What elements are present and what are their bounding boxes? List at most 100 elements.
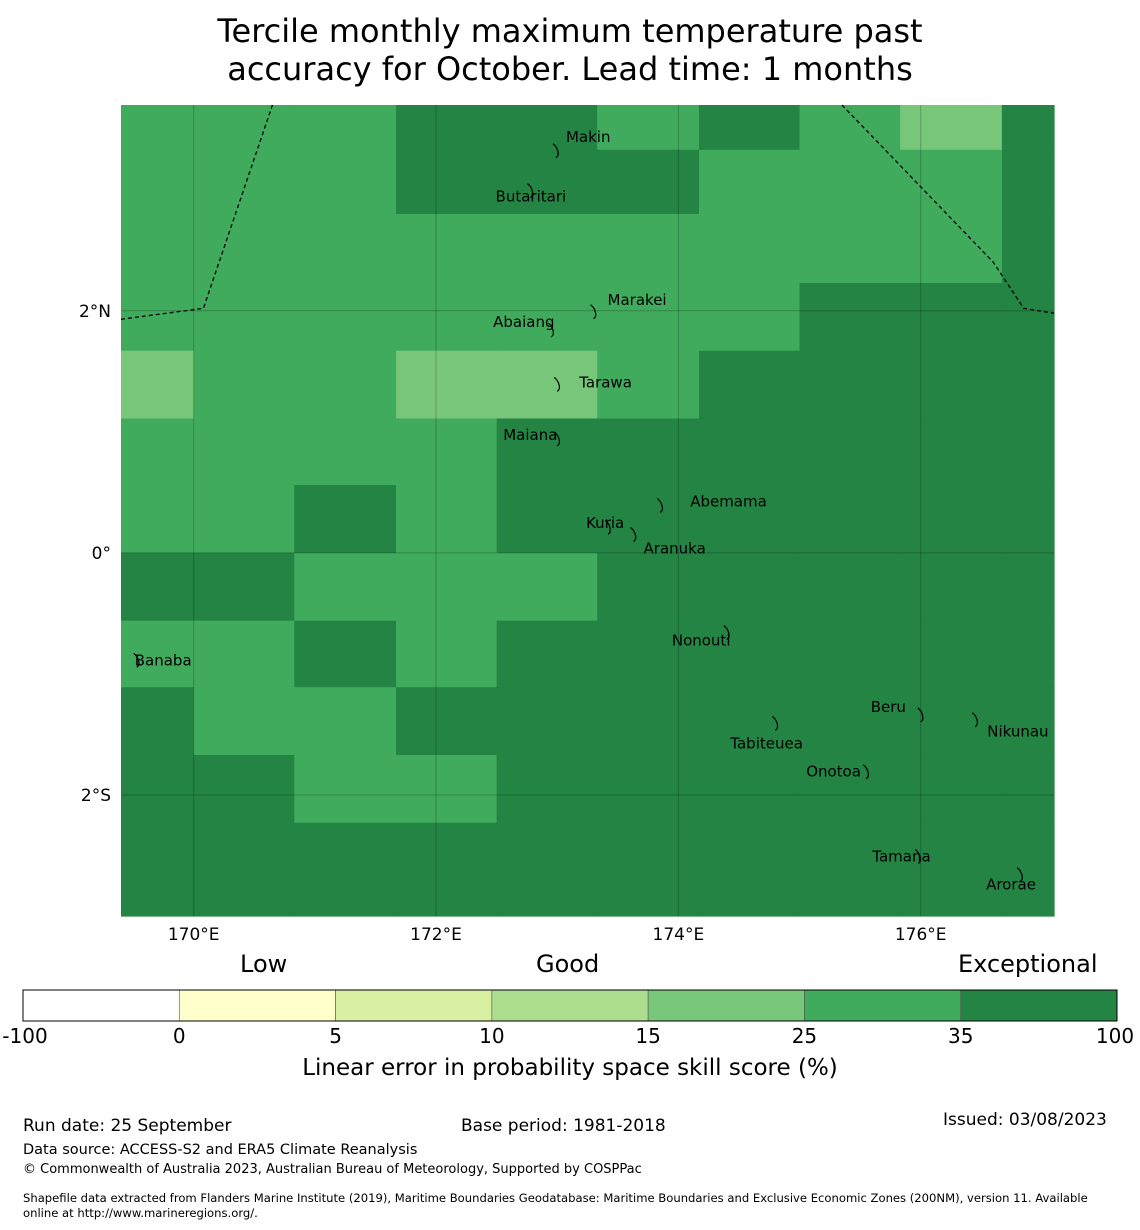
grid-cell: [597, 213, 700, 284]
chart-title: Tercile monthly maximum temperature past…: [0, 12, 1140, 88]
colorbar-border: [22, 989, 1118, 1022]
grid-cell: [1001, 350, 1055, 420]
island-label: Kuria: [586, 514, 624, 532]
grid-cell: [900, 282, 1003, 352]
island-layer: Makin Butaritari Marakei Abaiang Tarawa Maian…: [133, 128, 1049, 894]
grid-cell: [900, 149, 1003, 215]
colorbar-tick-label: 35: [947, 1024, 974, 1048]
grid-cell: [698, 552, 801, 622]
grid-cell: [900, 620, 1003, 688]
grid-cell: [597, 687, 700, 756]
grid-cell: [698, 350, 801, 420]
grid-cell: [396, 755, 498, 824]
grid-cell: [597, 485, 700, 554]
grid-cell: [496, 755, 598, 824]
grid-cell: [1001, 149, 1055, 215]
grid-cell: [294, 485, 397, 554]
island-label: Arorae: [986, 876, 1036, 894]
grid-cell: [121, 755, 195, 824]
chart-title-line-1: Tercile monthly maximum temperature past: [217, 12, 923, 50]
grid-cell: [698, 822, 801, 917]
grid-cell: [193, 620, 295, 688]
grid-cell: [900, 485, 1003, 554]
grid-cell: [294, 552, 397, 622]
grid-cell: [799, 213, 901, 284]
grid-cell: [496, 105, 598, 151]
lat-tick-label: 0°: [92, 544, 111, 564]
grid-cell: [121, 687, 195, 756]
shapefile-credit-line-1: Shapefile data extracted from Flanders M…: [23, 1191, 1088, 1205]
eez-boundary-line: [120, 104, 274, 320]
island-outline: [771, 715, 779, 731]
grid-cell: [799, 282, 901, 352]
axis-tick-labels: 170°E 172°E 174°E 176°E 2°N 0° 2°S: [79, 302, 947, 945]
island-outline: [527, 183, 534, 199]
island-label: Aranuka: [644, 539, 706, 557]
grid-cell: [496, 822, 598, 917]
grid-cell: [799, 687, 901, 756]
grid-cell: [698, 485, 801, 554]
grid-cell: [121, 282, 195, 352]
island-label: Marakei: [608, 291, 667, 309]
colorbar-segment: [22, 989, 180, 1022]
grid-cell: [496, 552, 598, 622]
grid-cell: [698, 418, 801, 486]
grid-cell: [294, 213, 397, 284]
grid-cell: [294, 350, 397, 420]
island-outline: [917, 707, 924, 723]
island-label: Abemama: [690, 492, 767, 510]
colorbar-tick-label: 25: [791, 1024, 818, 1048]
island-outline: [630, 527, 637, 542]
island-label: Banaba: [135, 651, 192, 669]
grid-cell: [396, 213, 498, 284]
grid-cell: [121, 552, 195, 622]
grid-cell: [121, 620, 195, 688]
grid-cell: [396, 282, 498, 352]
grid-cell: [1001, 485, 1055, 554]
island-label: Butaritari: [496, 188, 567, 206]
grid-cell: [1001, 755, 1055, 824]
colorbar-label: Linear error in probability space skill …: [302, 1055, 838, 1081]
eez-boundaries: [120, 104, 1055, 320]
grid-cell: [597, 105, 700, 151]
grid-cell: [294, 687, 397, 756]
grid-cell: [121, 149, 195, 215]
grid-cell: [193, 282, 295, 352]
colorbar-segment: [335, 989, 493, 1022]
grid-cell: [799, 485, 901, 554]
grid-cell: [294, 149, 397, 215]
grid-cell: [396, 485, 498, 554]
grid-cell: [799, 552, 901, 622]
island-label: Tarawa: [578, 373, 632, 391]
island-label: Tabiteuea: [729, 734, 803, 752]
grid-cell: [698, 149, 801, 215]
grid-cell: [698, 105, 801, 151]
grid-cell: [900, 755, 1003, 824]
grid-cell: [396, 105, 498, 151]
grid-cell: [294, 822, 397, 917]
colorbar-tick-label: 0: [172, 1024, 186, 1048]
grid-cell: [193, 822, 295, 917]
island-outline: [604, 519, 611, 535]
data-source: Data source: ACCESS-S2 and ERA5 Climate …: [23, 1142, 418, 1158]
grid-cell: [698, 282, 801, 352]
grid-cell: [496, 418, 598, 486]
island-outline: [862, 764, 870, 780]
grid-cell: [121, 822, 195, 917]
grid-cell: [294, 282, 397, 352]
grid-cell: [1001, 282, 1055, 352]
grid-cell: [121, 350, 195, 420]
skill-score-grid: [121, 105, 1055, 917]
grid-cell: [294, 620, 397, 688]
grid-cell: [294, 418, 397, 486]
grid-cell: [193, 350, 295, 420]
grid-cell: [597, 149, 700, 215]
grid-cell: [698, 213, 801, 284]
lon-tick-label: 170°E: [168, 925, 220, 945]
lat-tick-label: 2°N: [79, 302, 111, 322]
run-date: Run date: 25 September: [23, 1116, 232, 1136]
island-label: Onotoa: [806, 763, 861, 781]
lon-tick-label: 172°E: [410, 925, 462, 945]
grid-cell: [900, 687, 1003, 756]
grid-cell: [496, 620, 598, 688]
